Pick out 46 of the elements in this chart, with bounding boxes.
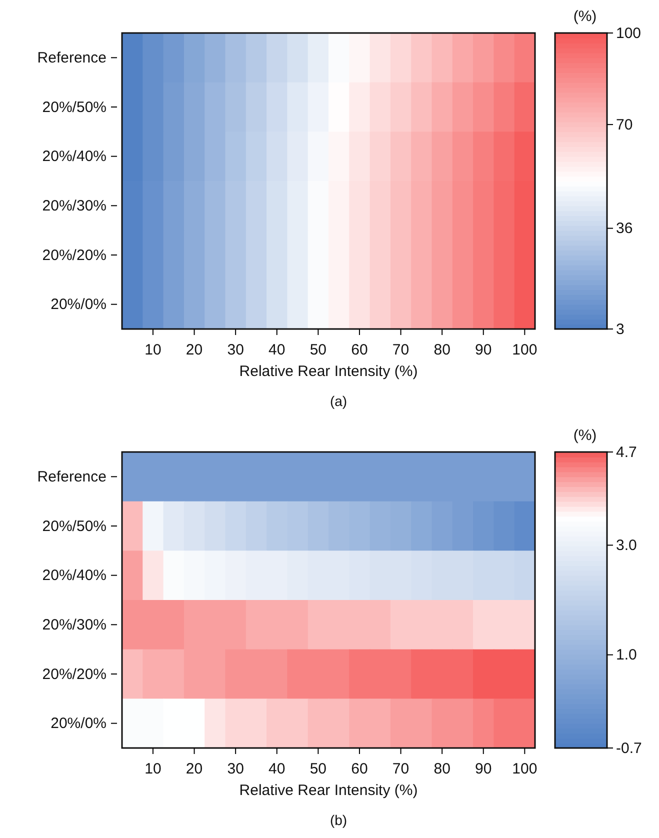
color-bar-title: (%)	[573, 8, 597, 25]
x-tick-label: 60	[351, 342, 368, 358]
x-tick-label: 10	[144, 760, 162, 778]
x-tick-label: 70	[392, 342, 410, 358]
color-bar-label: 70	[616, 116, 633, 134]
x-tick-label: 20	[186, 342, 203, 358]
y-tick-label: 20%/40%	[42, 148, 106, 166]
x-tick-label: 30	[227, 760, 244, 778]
x-tick-label: 100	[512, 760, 538, 778]
text: (b)	[330, 812, 348, 828]
x-axis-title: Relative Rear Intensity (%)	[239, 782, 418, 799]
color-bar-label: -0.7	[616, 740, 642, 757]
x-axis-title: Relative Rear Intensity (%)	[239, 363, 418, 380]
color-bar-title: (%)	[573, 427, 597, 444]
y-tick-label: Reference	[37, 468, 106, 486]
color-bar-label: 36	[616, 220, 633, 238]
x-tick-label: 60	[351, 760, 368, 778]
y-tick-label: 20%/0%	[50, 296, 106, 314]
y-tick-label: Reference	[37, 49, 106, 66]
x-tick-label: 40	[268, 342, 286, 358]
x-tick-label: 70	[392, 760, 410, 778]
x-tick-label: 50	[310, 342, 327, 358]
y-tick-label: 20%/50%	[42, 518, 106, 535]
y-tick-label: 20%/0%	[50, 715, 106, 732]
x-tick-label: 90	[475, 760, 492, 778]
y-tick-label: 20%/30%	[42, 616, 106, 634]
x-tick-label: 100	[512, 342, 538, 358]
x-tick-label: 50	[310, 760, 327, 778]
y-tick-label: 20%/20%	[42, 666, 106, 683]
color-bar-label: 4.7	[616, 444, 637, 461]
x-tick-label: 30	[227, 342, 244, 358]
y-tick-label: 20%/50%	[42, 98, 106, 116]
x-tick-label: 20	[186, 760, 203, 778]
x-tick-label: 10	[144, 342, 162, 358]
color-bar-label: 100	[616, 24, 642, 42]
y-tick-label: 20%/30%	[42, 197, 106, 214]
x-tick-label: 80	[434, 760, 450, 778]
x-tick-label: 90	[475, 342, 492, 358]
color-bar-label: 3.0	[616, 536, 637, 554]
x-tick-label: 40	[268, 760, 286, 778]
text: (a)	[330, 393, 348, 409]
color-bar-label: 3	[616, 320, 624, 338]
y-tick-label: 20%/40%	[42, 567, 106, 584]
y-tick-label: 20%/20%	[42, 246, 106, 264]
x-tick-label: 80	[434, 342, 450, 358]
color-bar-label: 1.0	[616, 646, 637, 664]
